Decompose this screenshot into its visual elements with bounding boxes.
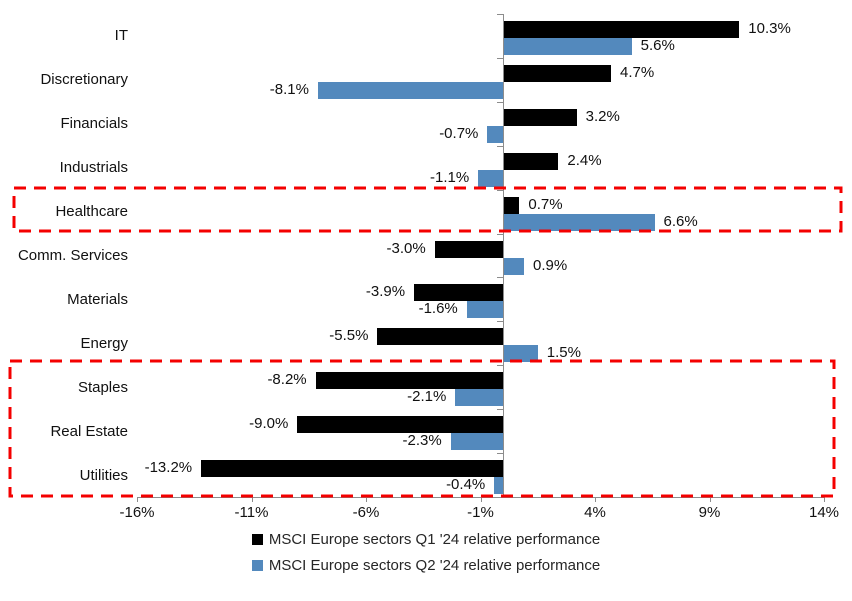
x-tick-label: -16% xyxy=(119,504,155,521)
bar xyxy=(434,240,504,258)
y-axis-tick xyxy=(497,57,504,59)
category-label-industrials: Industrials xyxy=(59,159,128,177)
y-axis-tick xyxy=(497,189,504,191)
category-label-real-estate: Real Estate xyxy=(50,422,128,440)
y-axis-tick xyxy=(497,321,504,323)
bar-value-label: -0.7% xyxy=(439,124,479,142)
bar xyxy=(503,196,520,214)
x-axis-tick xyxy=(137,497,138,502)
bar-value-label: -8.2% xyxy=(267,371,307,389)
bar xyxy=(503,213,655,231)
bar-value-label: 0.9% xyxy=(533,256,568,274)
bar-value-label: 2.4% xyxy=(567,151,602,169)
bar xyxy=(503,257,524,275)
bar-value-label: 1.5% xyxy=(546,344,581,362)
q1-series-swatch-icon xyxy=(251,534,263,545)
bar xyxy=(317,81,504,99)
q2-series-swatch-icon xyxy=(251,560,263,571)
bar-value-label: 3.2% xyxy=(585,107,620,125)
bar-value-label: -2.1% xyxy=(407,388,447,406)
bar xyxy=(503,108,577,126)
category-label-it: IT xyxy=(114,27,128,45)
y-axis-tick xyxy=(497,233,504,235)
bar-value-label: -1.6% xyxy=(418,300,458,318)
category-label-materials: Materials xyxy=(67,290,128,308)
bar-value-label: -3.0% xyxy=(386,239,426,257)
y-axis-tick xyxy=(497,277,504,279)
y-axis-tick xyxy=(497,453,504,455)
y-axis-tick xyxy=(497,365,504,367)
bar xyxy=(503,64,612,82)
y-axis-tick xyxy=(497,101,504,103)
bar xyxy=(503,152,559,170)
bar xyxy=(503,38,632,55)
bar-value-label: -3.9% xyxy=(365,283,406,301)
bar-value-label: -0.4% xyxy=(446,476,486,494)
y-axis-tick xyxy=(497,497,504,498)
bar-value-label: -9.0% xyxy=(249,415,289,433)
category-label-discretionary: Discretionary xyxy=(40,71,128,89)
x-tick-label: 9% xyxy=(698,504,721,521)
x-axis-tick xyxy=(709,497,711,502)
x-axis-tick xyxy=(824,497,825,502)
bar xyxy=(503,21,740,38)
bar-value-label: 10.3% xyxy=(748,20,791,37)
legend-item-q2: MSCI Europe sectors Q2 '24 relative perf… xyxy=(251,557,601,574)
bar xyxy=(487,125,504,143)
y-axis-line xyxy=(503,14,505,497)
x-tick-label: -1% xyxy=(467,504,494,521)
x-tick-label: -11% xyxy=(234,504,269,521)
x-axis-tick xyxy=(595,497,596,502)
y-axis-tick xyxy=(497,409,504,411)
bar xyxy=(466,301,504,319)
x-axis-tick xyxy=(251,497,253,502)
bar-value-label: -2.3% xyxy=(402,432,442,450)
bar xyxy=(494,477,504,495)
category-label-financials: Financials xyxy=(60,115,128,133)
bar-value-label: 6.6% xyxy=(663,212,698,230)
bar xyxy=(297,416,504,434)
bar-value-label: -5.5% xyxy=(329,327,369,345)
chart-legend: MSCI Europe sectors Q1 '24 relative perf… xyxy=(0,531,852,574)
y-axis-tick xyxy=(497,14,504,15)
category-label-staples: Staples xyxy=(77,378,128,396)
category-label-utilities: Utilities xyxy=(79,466,128,484)
bar xyxy=(455,389,504,407)
x-axis-tick xyxy=(366,497,367,502)
bar xyxy=(414,284,504,302)
bar-value-label: 5.6% xyxy=(640,37,675,54)
x-axis-tick xyxy=(480,497,482,502)
category-label-comm-services: Comm. Services xyxy=(17,246,128,264)
bar-value-label: -8.1% xyxy=(269,80,309,98)
x-tick-label: -6% xyxy=(352,504,380,521)
bar xyxy=(478,169,504,187)
x-tick-label: 14% xyxy=(808,504,840,521)
bar-value-label: -13.2% xyxy=(144,459,193,477)
category-label-energy: Energy xyxy=(80,334,128,352)
bar xyxy=(503,345,538,363)
category-label-healthcare: Healthcare xyxy=(55,203,128,221)
legend-item-q1: MSCI Europe sectors Q1 '24 relative perf… xyxy=(251,531,601,548)
legend-label-q2: MSCI Europe sectors Q2 '24 relative perf… xyxy=(268,557,601,574)
bar-value-label: -1.1% xyxy=(430,168,470,186)
bar xyxy=(450,433,504,451)
healthcare-highlight-box xyxy=(12,186,843,233)
legend-label-q1: MSCI Europe sectors Q1 '24 relative perf… xyxy=(268,531,601,548)
y-axis-tick xyxy=(497,145,504,147)
bar-value-label: 0.7% xyxy=(528,195,563,213)
x-tick-label: 4% xyxy=(584,504,606,521)
bar-value-label: 4.7% xyxy=(620,63,655,81)
bar xyxy=(377,328,504,346)
